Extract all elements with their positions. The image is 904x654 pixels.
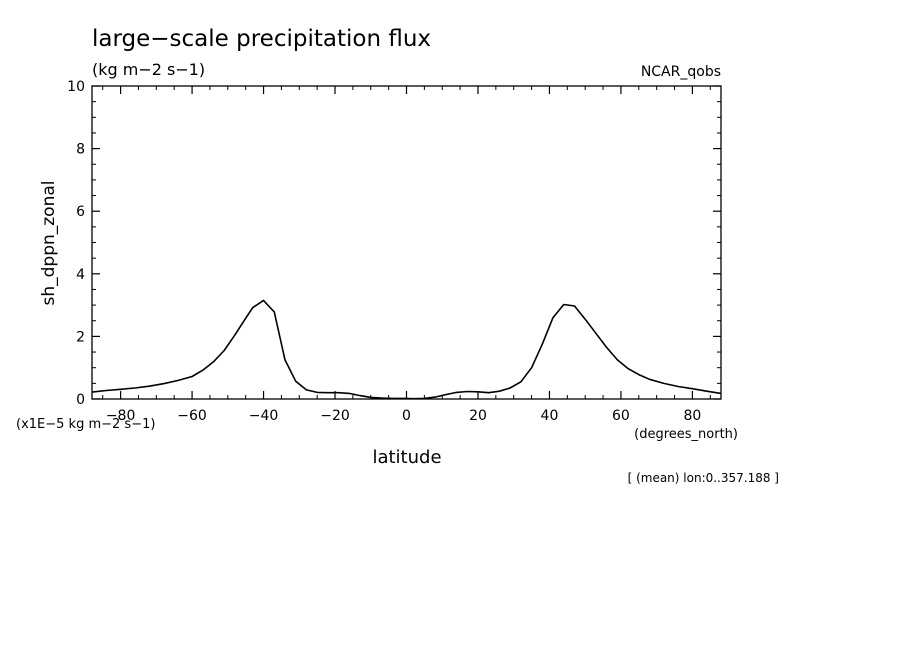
- x-axis-ticks: −80 −60 −40 −20 0 20 40 60 80: [106, 86, 701, 424]
- x-tick-label: 40: [541, 408, 559, 424]
- y-axis-ticks: 0 2 4 6 8 10: [67, 79, 721, 408]
- x-tick-label: −20: [320, 408, 350, 424]
- dataset-label: NCAR_qobs: [641, 64, 721, 80]
- y-tick-label: 10: [67, 79, 85, 95]
- x-units-label: (degrees_north): [634, 427, 738, 442]
- chart-title: large−scale precipitation flux: [92, 26, 431, 52]
- y-tick-label: 6: [76, 204, 85, 220]
- series-line: [91, 299, 722, 400]
- x-tick-label: 20: [469, 408, 487, 424]
- x-tick-label: 80: [683, 408, 701, 424]
- y-tick-label: 8: [76, 142, 85, 158]
- series-layer: [91, 299, 722, 400]
- y-axis-label: sh_dppn_zonal: [39, 180, 59, 305]
- x-tick-label: −40: [249, 408, 279, 424]
- units-label: (kg m−2 s−1): [92, 60, 205, 79]
- x-tick-label: −60: [177, 408, 207, 424]
- x-axis-label: latitude: [372, 447, 441, 468]
- y-tick-label: 4: [76, 267, 85, 283]
- plot-frame: [91, 85, 722, 400]
- x-tick-label: 0: [402, 408, 411, 424]
- minor-ticks: [92, 86, 721, 399]
- footnote: [ (mean) lon:0..357.188 ]: [628, 471, 779, 485]
- x-tick-label: 60: [612, 408, 630, 424]
- y-scale-label: (x1E−5 kg m−2 s−1): [16, 417, 155, 432]
- y-tick-label: 2: [76, 329, 85, 345]
- x-tick-label: −80: [106, 408, 136, 424]
- y-tick-label: 0: [76, 392, 85, 408]
